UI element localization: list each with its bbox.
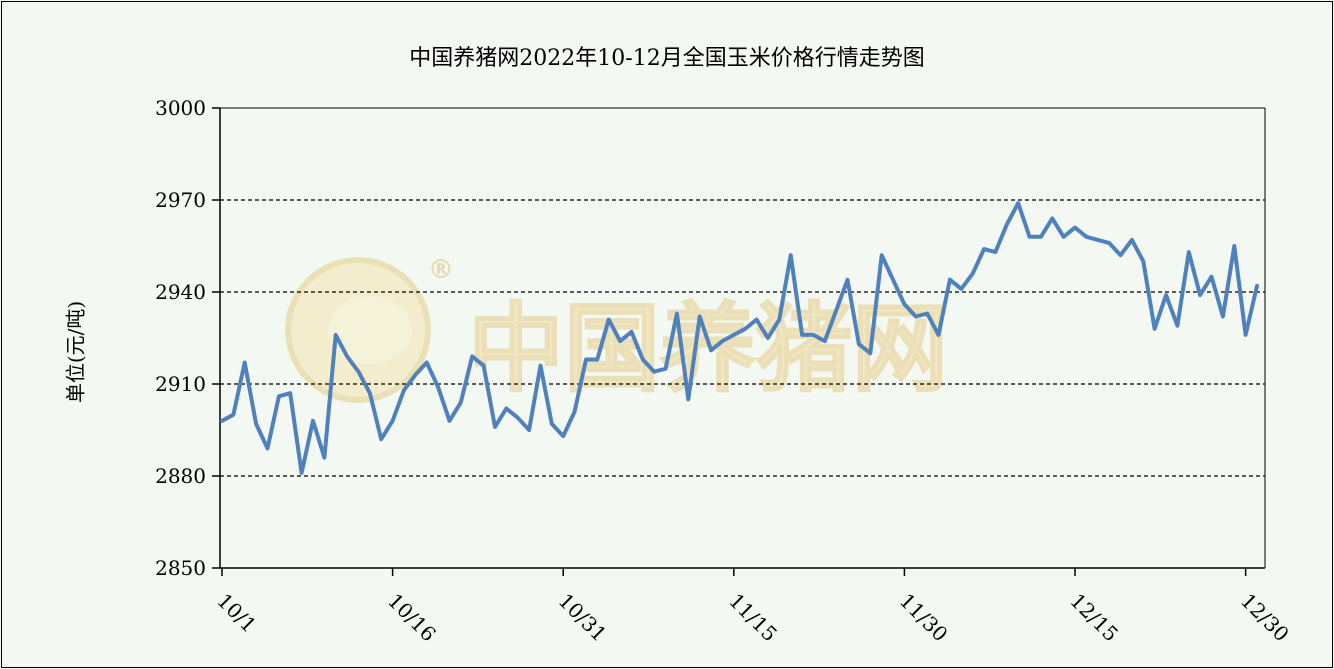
y-tick-label: 2850 [155,556,206,580]
y-tick-label: 2880 [155,464,206,488]
watermark: ® 中国养猪网 [285,255,949,406]
x-tick-label: 12/15 [1065,589,1123,647]
x-tick-label: 10/16 [383,589,441,647]
series-line [220,201,1259,475]
x-tick-label: 10/31 [554,589,612,647]
x-tick-label: 12/30 [1236,589,1294,647]
y-tick-label: 2970 [155,188,206,212]
pig-logo-icon [285,257,431,403]
y-tick-label: 3000 [155,96,206,120]
y-tick-label: 2910 [155,372,206,396]
x-tick-label: 10/1 [212,589,261,638]
pig-logo-face [328,296,412,364]
x-tick-label: 11/15 [724,589,782,647]
x-tick-label: 11/30 [895,589,953,647]
chart-title: 中国养猪网2022年10-12月全国玉米价格行情走势图 [409,46,925,71]
y-tick-label: 2940 [155,280,206,304]
watermark-registered-mark: ® [428,255,454,285]
